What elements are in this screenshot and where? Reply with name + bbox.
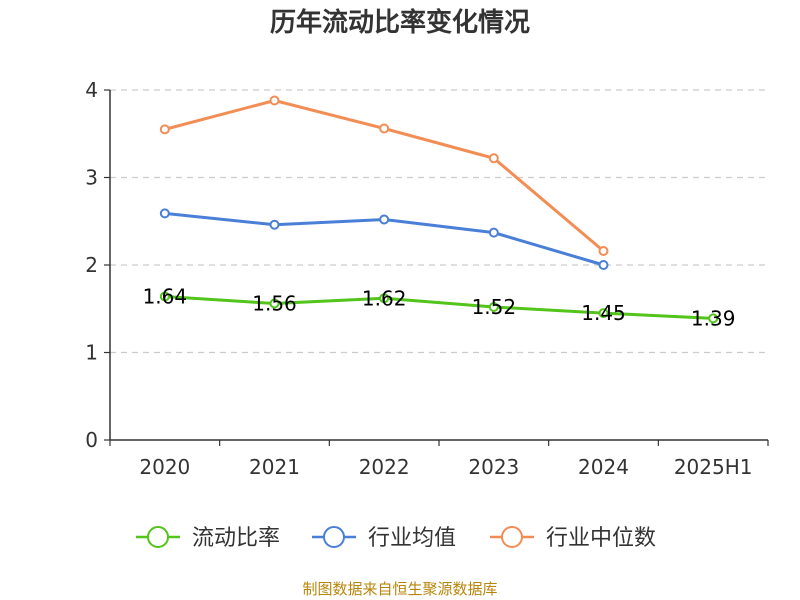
y-tick-label: 4 [85, 78, 98, 102]
x-ticks: 2020 2021 2022 2023 2024 2025H1 [109, 440, 769, 479]
data-point [269, 298, 280, 309]
y-tick-label: 1 [85, 341, 98, 365]
legend-label[interactable]: 行业中位数 [546, 526, 656, 551]
series-line-2 [164, 99, 605, 253]
data-label: 1.64 [143, 285, 188, 309]
data-point [379, 123, 390, 134]
data-point [269, 219, 280, 230]
data-label: 1.62 [362, 286, 407, 310]
legend-swatch-marker[interactable] [501, 526, 523, 548]
data-label: 1.39 [691, 306, 736, 330]
x-tick-label: 2021 [249, 455, 300, 479]
x-tick-label: 2023 [468, 455, 519, 479]
y-tick-label: 2 [85, 253, 98, 277]
x-tick-label: 2025H1 [674, 455, 753, 479]
data-point [488, 302, 499, 312]
data-point [159, 291, 170, 302]
x-tick-label: 2022 [359, 455, 410, 479]
data-point [159, 124, 170, 135]
legend-swatch-marker[interactable] [323, 526, 345, 548]
legend[interactable]: 流动比率 行业均值 行业中位数 [136, 526, 656, 551]
data-point [269, 95, 280, 106]
y-ticks: 0 1 2 3 4 [85, 78, 110, 452]
data-point [598, 260, 609, 270]
data-point [598, 246, 609, 256]
chart-title: 历年流动比率变化情况 [270, 7, 530, 38]
legend-label[interactable]: 流动比率 [192, 526, 280, 551]
grid [110, 89, 768, 354]
data-point [488, 227, 499, 238]
data-point [379, 293, 390, 304]
source-note: 制图数据来自恒生聚源数据库 [302, 580, 497, 598]
legend-label[interactable]: 行业均值 [368, 526, 456, 551]
legend-swatch-marker[interactable] [147, 526, 169, 548]
data-point [159, 208, 170, 219]
data-point [379, 214, 390, 225]
data-point [708, 313, 719, 324]
data-label: 1.56 [252, 292, 297, 316]
data-point [488, 153, 499, 164]
x-tick-label: 2024 [578, 455, 629, 479]
x-tick-label: 2020 [139, 455, 190, 479]
data-label: 1.45 [581, 301, 626, 325]
series [159, 95, 719, 324]
data-point [598, 308, 609, 319]
data-label: 1.52 [472, 295, 517, 319]
y-tick-label: 0 [85, 428, 98, 452]
y-tick-label: 3 [85, 166, 98, 190]
series-line-0 [164, 295, 714, 320]
data-labels: 1.64 1.56 1.62 1.52 1.45 1.39 [143, 285, 736, 331]
